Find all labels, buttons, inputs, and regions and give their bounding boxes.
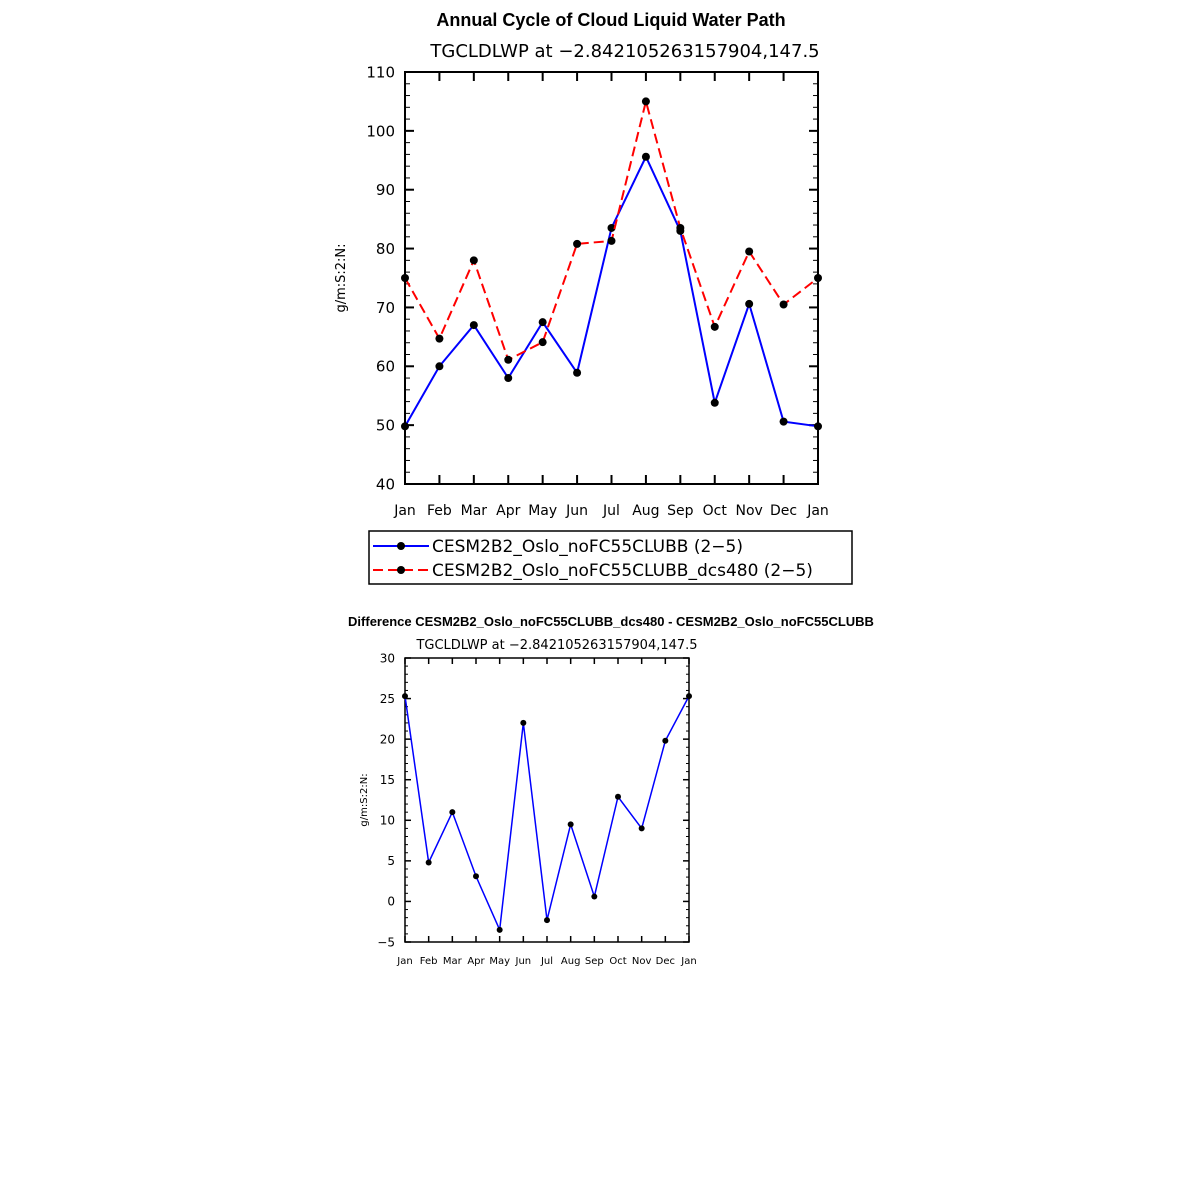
series-1-point [401, 422, 409, 431]
x-tick-label: Jun [515, 956, 532, 967]
x-tick-label: Apr [496, 503, 520, 519]
y-tick-label: 40 [376, 475, 395, 493]
series-2-point [641, 97, 650, 106]
x-tick-label: Jan [806, 503, 829, 519]
x-tick-label: Apr [467, 956, 485, 967]
y-tick-label: 5 [387, 854, 395, 868]
legend-marker [397, 566, 405, 574]
x-tick-label: Jan [396, 956, 412, 967]
series-1-point [504, 374, 513, 383]
series-2-point [607, 236, 616, 245]
x-tick-label: May [489, 956, 510, 967]
x-tick-label: Jul [602, 503, 620, 519]
y-tick-label: 0 [387, 895, 395, 909]
x-tick-label: Mar [443, 956, 463, 967]
x-tick-label: Sep [585, 956, 604, 967]
y-tick-label: 10 [380, 814, 395, 828]
y-axis-label: g/m:S:2:N: [359, 773, 370, 826]
series-1-point [469, 321, 478, 330]
x-tick-label: Jul [540, 956, 553, 967]
series-2-point [538, 338, 547, 347]
y-tick-label: 30 [380, 651, 395, 665]
x-tick-label: Nov [736, 503, 763, 519]
series-1-point [567, 821, 574, 828]
legend-box [368, 530, 853, 585]
x-tick-label: Oct [609, 956, 626, 967]
y-tick-label: 70 [376, 299, 395, 317]
x-tick-label: May [528, 503, 557, 519]
series-1-point [425, 859, 432, 866]
series-1-point [520, 719, 527, 726]
series-1-point [538, 318, 547, 327]
series-1-point [402, 693, 408, 700]
series-1-point [435, 362, 444, 371]
y-tick-label: 100 [366, 122, 395, 140]
legend-entry-1: CESM2B2_Oslo_noFC55CLUBB (2−5) [432, 537, 743, 557]
series-1-point [573, 368, 582, 377]
series-1-point [686, 693, 692, 700]
x-tick-label: Dec [656, 956, 675, 967]
x-tick-label: Aug [561, 956, 581, 967]
x-tick-label: Aug [632, 503, 659, 519]
series-2-point [573, 239, 582, 248]
y-tick-label: 80 [376, 240, 395, 258]
series-1-point [615, 793, 621, 800]
chart-1: Annual Cycle of Cloud Liquid Water Path T… [334, 10, 853, 585]
x-tick-label: Jan [393, 503, 416, 519]
series-1-point [779, 417, 788, 426]
series-1-point [745, 299, 754, 308]
series-2-point [401, 274, 409, 282]
series-1-point [638, 825, 645, 832]
series-1-point [814, 422, 822, 431]
x-tick-label: Feb [427, 503, 452, 519]
chart-title: Difference CESM2B2_Oslo_noFC55CLUBB_dcs4… [348, 614, 874, 629]
x-tick-label: Nov [632, 956, 652, 967]
y-tick-label: 25 [380, 692, 395, 706]
series-2-point [435, 334, 444, 343]
series-1-point [544, 917, 550, 924]
legend-marker [397, 542, 405, 550]
legend: CESM2B2_Oslo_noFC55CLUBB (2−5) CESM2B2_Os… [368, 530, 853, 585]
series-2-point [504, 355, 513, 364]
series-1-point [710, 398, 719, 407]
x-tick-label: Oct [703, 503, 728, 519]
x-tick-label: Mar [461, 503, 488, 519]
series-1-point [607, 223, 616, 232]
y-tick-label: 90 [376, 181, 395, 199]
series-line-1 [404, 695, 690, 933]
x-tick-label: Dec [770, 503, 797, 519]
y-tick-label: 50 [376, 417, 395, 435]
legend-entry-2: CESM2B2_Oslo_noFC55CLUBB_dcs480 (2−5) [432, 561, 813, 581]
series-2-point [814, 274, 822, 282]
series-2-point [676, 223, 685, 232]
y-tick-label: 60 [376, 358, 395, 376]
chart-subtitle: TGCLDLWP at −2.842105263157904,147.5 [429, 41, 819, 62]
y-axis-label: g/m:S:2:N: [334, 243, 349, 312]
series-1-point [591, 893, 598, 900]
x-tick-label: Feb [420, 956, 438, 967]
plot-frame [404, 657, 690, 943]
series-1-point [641, 152, 650, 161]
x-tick-label: Sep [667, 503, 694, 519]
series-1-point [473, 873, 479, 880]
y-tick-label: 110 [366, 63, 395, 81]
series-2-point [745, 247, 754, 256]
y-tick-label: 20 [380, 732, 395, 746]
chart-title: Annual Cycle of Cloud Liquid Water Path [436, 10, 785, 30]
series-1-point [449, 809, 456, 816]
y-tick-label: −5 [377, 935, 395, 949]
series-2-point [779, 300, 788, 309]
series-1-point [496, 926, 503, 933]
series-1-point [662, 737, 669, 744]
y-tick-label: 15 [380, 773, 395, 787]
x-tick-label: Jun [565, 503, 588, 519]
chart-2: Difference CESM2B2_Oslo_noFC55CLUBB_dcs4… [348, 614, 874, 967]
series-2-point [469, 256, 478, 265]
series-2-point [710, 322, 719, 331]
chart-subtitle: TGCLDLWP at −2.842105263157904,147.5 [415, 638, 697, 653]
x-tick-label: Jan [680, 956, 696, 967]
series-line-1 [404, 154, 819, 428]
